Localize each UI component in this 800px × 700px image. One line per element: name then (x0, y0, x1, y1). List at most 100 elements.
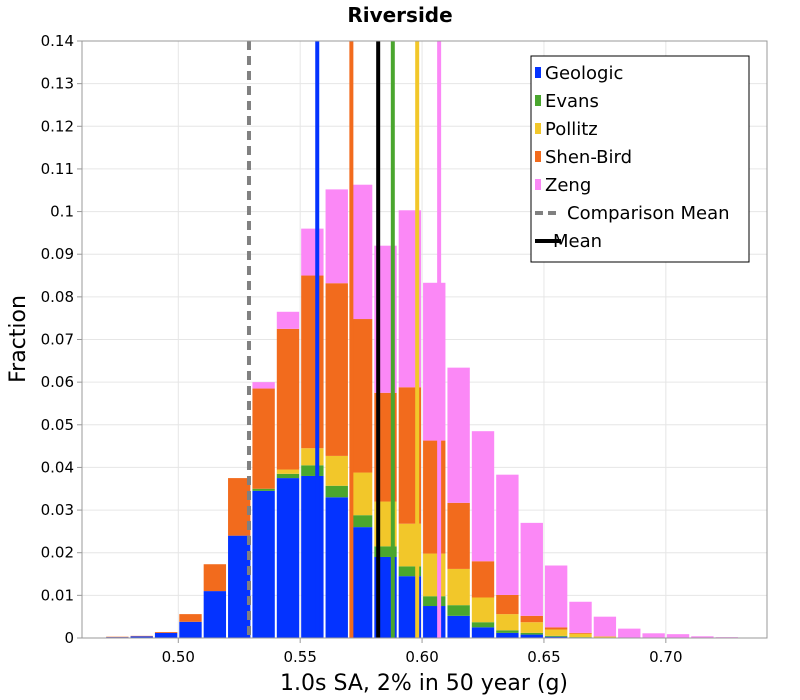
bar-segment-shen-bird (496, 594, 519, 615)
bar-segment-geologic (496, 632, 519, 638)
bar-segment-geologic (447, 615, 470, 638)
bar-segment-evans (325, 485, 348, 498)
bar-segment-zeng (666, 634, 690, 638)
y-tick-label: 0.12 (41, 117, 74, 135)
bar-segment-evans (544, 635, 568, 637)
legend-label-pollitz: Pollitz (545, 119, 598, 140)
bar-segment-zeng (520, 522, 543, 616)
bar-segment-shen-bird (301, 275, 324, 449)
y-tick-label: 0.11 (41, 160, 74, 178)
bar-segment-shen-bird (203, 564, 227, 592)
x-axis-title: 1.0s SA, 2% in 50 year (g) (280, 671, 568, 696)
y-tick-label: 0.01 (41, 586, 74, 604)
legend-label-shen-bird: Shen-Bird (545, 147, 632, 168)
bar-segment-geologic (349, 527, 373, 638)
y-tick-label: 0.08 (41, 288, 74, 306)
bar-segment-pollitz (544, 629, 568, 636)
y-tick-label: 0.09 (41, 245, 74, 263)
bar-segment-shen-bird (471, 561, 495, 598)
bar-segment-pollitz (447, 568, 470, 606)
x-tick-label: 0.65 (527, 648, 560, 666)
mean-lines (246, 41, 442, 638)
bar-segment-zeng (642, 633, 665, 638)
legend-label-evans: Evans (545, 91, 599, 112)
y-axis-title: Fraction (6, 295, 31, 383)
bar-segment-pollitz (593, 636, 617, 638)
y-tick-label: 0 (64, 629, 74, 647)
bar-segment-pollitz (496, 614, 519, 631)
bar-segment-geologic (471, 627, 495, 638)
bar-segment-geologic (203, 591, 227, 638)
bar-segment-geologic (276, 478, 300, 638)
chart-title: Riverside (347, 3, 452, 27)
bar-segment-evans (423, 596, 446, 607)
bar-segment-geologic (228, 535, 251, 638)
legend-box (530, 55, 750, 263)
y-tick-label: 0.14 (41, 32, 74, 50)
bar-segment-zeng (496, 474, 519, 595)
y-tick-label: 0.04 (41, 458, 74, 476)
legend-swatch-evans (535, 95, 541, 106)
bar-segment-zeng (471, 431, 495, 562)
bar-segment-pollitz (301, 448, 324, 466)
bar-segment-evans (520, 632, 543, 635)
bar-segment-pollitz (569, 633, 592, 638)
bar-segment-evans (398, 566, 422, 577)
y-axis-ticks: 0 0.01 0.02 0.03 0.04 0.05 0.06 0.07 0.08 0.09 0.1… (41, 32, 82, 647)
bar-segment-zeng (569, 601, 592, 633)
legend-swatch-geologic (535, 67, 541, 78)
bar-segment-pollitz (349, 472, 373, 516)
bar-segment-evans (374, 546, 397, 557)
bar-segment-zeng (325, 189, 348, 284)
bar-segment-evans (447, 605, 470, 616)
legend-label-geologic: Geologic (545, 63, 623, 84)
bar-segment-shen-bird (252, 388, 275, 489)
bar-segment-zeng (423, 282, 446, 441)
x-axis-ticks: 0.50 0.55 0.60 0.65 0.70 (162, 638, 683, 666)
bar-segment-shen-bird (447, 502, 470, 569)
bar-segment-shen-bird (349, 319, 373, 473)
bar-segment-geologic (520, 634, 543, 638)
y-tick-label: 0.13 (41, 75, 74, 93)
bar-segment-zeng (276, 311, 300, 329)
bar-segment-shen-bird (423, 440, 446, 554)
bar-segment-geologic (130, 636, 153, 638)
bar-segment-geologic (423, 606, 446, 638)
bar-segment-shen-bird (544, 627, 568, 630)
bar-segment-geologic (252, 490, 275, 638)
bar-segment-shen-bird (228, 478, 251, 536)
legend: Geologic Evans Pollitz Shen-Bird Zeng Compari… (530, 55, 750, 263)
legend-swatch-zeng (535, 179, 541, 190)
bar-segment-zeng (691, 636, 714, 638)
bar-segment-zeng (301, 228, 324, 276)
bar-segment-shen-bird (276, 328, 300, 470)
bar-segment-zeng (349, 184, 373, 320)
bar-segment-shen-bird (569, 632, 592, 634)
legend-swatch-pollitz (535, 123, 541, 134)
y-tick-label: 0.05 (41, 416, 74, 434)
legend-swatch-shen-bird (535, 151, 541, 162)
bar-segment-evans (301, 465, 324, 476)
bar-segment-geologic (179, 621, 202, 638)
y-tick-label: 0.06 (41, 373, 74, 391)
bar-segment-evans (471, 622, 495, 628)
bar-segment-shen-bird (154, 632, 178, 633)
bar-segment-pollitz (423, 553, 446, 597)
legend-label-comparison-mean: Comparison Mean (567, 203, 730, 224)
bar-segment-shen-bird (325, 283, 348, 456)
y-tick-label: 0.07 (41, 331, 74, 349)
legend-label-zeng: Zeng (545, 175, 591, 196)
bar-segment-evans (276, 473, 300, 479)
bar-segment-pollitz (471, 597, 495, 623)
bar-segment-pollitz (276, 469, 300, 474)
legend-label-mean: Mean (553, 231, 602, 252)
bar-segment-zeng (618, 628, 641, 638)
bar-segment-zeng (252, 382, 275, 389)
bar-segment-pollitz (325, 455, 348, 486)
bar-segment-zeng (593, 616, 617, 637)
bar-segment-geologic (544, 636, 568, 638)
y-tick-label: 0.03 (41, 501, 74, 519)
x-tick-label: 0.50 (162, 648, 195, 666)
bar-segment-evans (349, 515, 373, 528)
